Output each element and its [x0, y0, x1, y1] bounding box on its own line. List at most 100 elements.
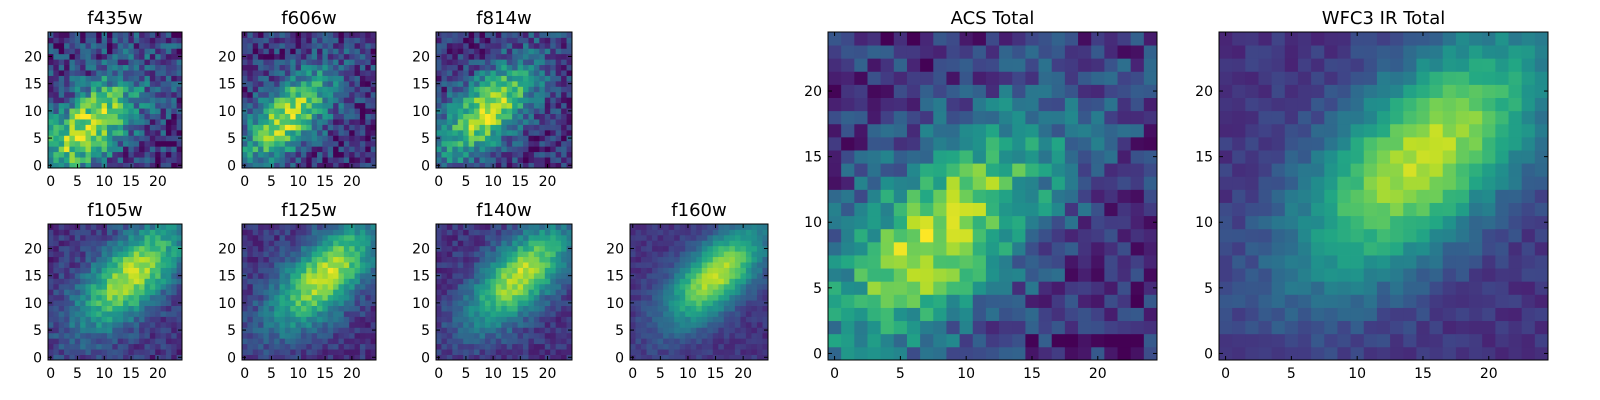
heatmap-cell [523, 108, 529, 114]
heatmap-cell [468, 267, 475, 274]
heatmap-cell [349, 102, 355, 109]
heatmap-cell [149, 135, 156, 142]
heatmap-cell [495, 59, 502, 66]
heatmap-cell [96, 305, 102, 312]
heatmap-cell [149, 229, 156, 236]
heatmap-cell [343, 267, 350, 274]
heatmap-cell [58, 289, 65, 296]
heatmap-cell [338, 224, 345, 230]
heatmap-cell [452, 53, 459, 60]
heatmap-cell [112, 272, 119, 279]
heatmap-cell [484, 332, 491, 339]
heatmap-cell [479, 86, 486, 93]
heatmap-cell [306, 32, 313, 38]
x-tick-label: 10 [289, 366, 307, 382]
heatmap-cell [155, 146, 161, 153]
heatmap-cell [171, 283, 178, 290]
heatmap-cell [646, 256, 653, 263]
heatmap-cell [258, 151, 264, 158]
heatmap-cell [69, 321, 76, 328]
y-tick-label: 0 [615, 350, 624, 366]
heatmap-cell [501, 129, 508, 136]
heatmap-cell [740, 311, 747, 317]
heatmap-cell [123, 278, 129, 285]
heatmap-cell [258, 349, 264, 355]
heatmap-cell [365, 151, 372, 158]
heatmap-cell [112, 119, 119, 125]
heatmap-cell [490, 316, 497, 323]
heatmap-cell [96, 86, 102, 93]
heatmap-cell [474, 229, 480, 236]
heatmap-cell [176, 113, 183, 120]
heatmap-cell [242, 42, 248, 49]
heatmap-cell [149, 283, 156, 290]
heatmap-cell [561, 294, 567, 301]
heatmap-cell [74, 151, 81, 158]
heatmap-cell [528, 97, 535, 104]
heatmap-cell [762, 316, 769, 323]
heatmap-cell [74, 42, 81, 49]
heatmap-cell [446, 256, 453, 263]
heatmap-cell [123, 129, 129, 136]
heatmap-cell [279, 64, 286, 71]
heatmap-cell [657, 311, 664, 317]
heatmap-cell [1117, 228, 1132, 243]
heatmap-cell [517, 240, 524, 247]
heatmap-cell [327, 64, 334, 71]
heatmap-cell [117, 245, 124, 252]
heatmap-cell [284, 316, 291, 323]
heatmap-cell [263, 80, 270, 87]
heatmap-cell [946, 215, 960, 230]
heatmap-cell [946, 333, 960, 348]
heatmap-cell [90, 343, 97, 350]
heatmap-cell [160, 240, 167, 247]
heatmap-cell [506, 229, 513, 236]
heatmap-cell [555, 289, 562, 296]
heatmap-cell [106, 32, 113, 38]
heatmap-cell [701, 316, 708, 323]
heatmap-cell [893, 333, 908, 348]
heatmap-cell [144, 119, 151, 125]
heatmap-cell [906, 150, 921, 164]
heatmap-cell [64, 289, 70, 296]
heatmap-cell [333, 129, 339, 136]
heatmap-cell [311, 70, 318, 76]
heatmap-cell [723, 267, 730, 274]
heatmap-cell [106, 229, 113, 236]
heatmap-cell [58, 294, 65, 301]
heatmap-cell [479, 64, 486, 71]
heatmap-cell [544, 75, 551, 82]
heatmap-cell [349, 42, 355, 49]
heatmap-cell [479, 108, 486, 114]
heatmap-cell [528, 245, 535, 252]
heatmap-cell [242, 349, 248, 355]
heatmap-cell [674, 272, 681, 279]
heatmap-cell [274, 316, 280, 323]
heatmap-cell [1025, 320, 1039, 335]
panel-title: f814w [476, 8, 531, 29]
heatmap-cell [523, 272, 529, 279]
heatmap-cell [506, 316, 513, 323]
heatmap-cell [1130, 346, 1145, 361]
heatmap-cell [64, 146, 70, 153]
heatmap-cell [523, 354, 529, 361]
heatmap-cell [539, 48, 546, 55]
heatmap-cell [96, 300, 102, 306]
heatmap-cell [74, 272, 81, 279]
heatmap-cell [959, 241, 974, 256]
heatmap-cell [501, 272, 508, 279]
heatmap-cell [48, 97, 54, 104]
heatmap-cell [155, 59, 161, 66]
heatmap-cell [723, 272, 730, 279]
heatmap-cell [920, 255, 934, 269]
heatmap-cell [630, 343, 636, 350]
heatmap-cell [712, 229, 719, 236]
heatmap-cell [85, 289, 92, 296]
heatmap-cell [359, 283, 366, 290]
heatmap-cell [295, 349, 302, 355]
heatmap-cell [160, 256, 167, 263]
heatmap-cell [128, 119, 135, 125]
heatmap-cell [1012, 307, 1026, 322]
heatmap-cell [333, 124, 339, 131]
